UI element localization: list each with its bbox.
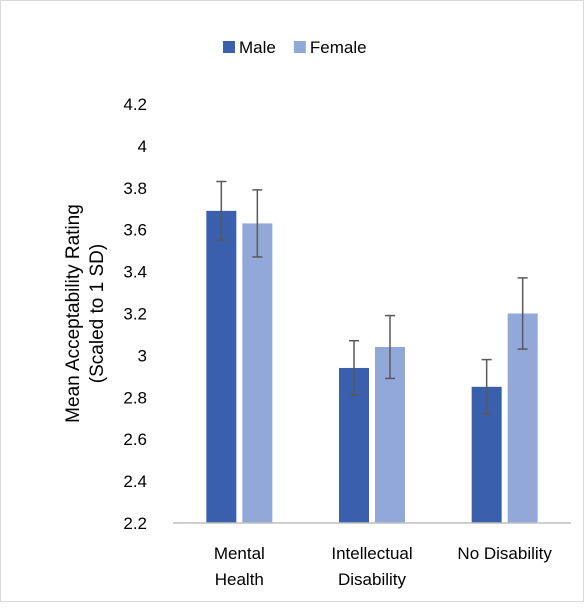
- x-axis-category-labels: Mental Health Intellectual Disability No Dis…: [214, 544, 553, 589]
- x-tick-label: Intellectual: [331, 544, 412, 563]
- y-tick-label: 4.2: [123, 95, 147, 114]
- y-tick-label: 3: [138, 346, 147, 365]
- x-tick-label: No Disability: [457, 544, 552, 563]
- y-tick-label: 2.2: [123, 514, 147, 533]
- x-tick-label: Mental: [214, 544, 265, 563]
- y-axis-label-line: Mean Acceptability Rating: [63, 204, 84, 423]
- y-tick-label: 3.8: [123, 179, 147, 198]
- legend-label-female: Female: [310, 38, 367, 57]
- bar-male: [206, 210, 237, 523]
- y-tick-label: 2.6: [123, 430, 147, 449]
- legend-swatch-female: [293, 41, 306, 53]
- y-axis-label-line: (Scaled to 1 SD): [87, 244, 108, 383]
- y-tick-label: 2.4: [123, 472, 147, 491]
- legend-label-male: Male: [239, 38, 276, 57]
- y-tick-label: 3.2: [123, 305, 147, 324]
- error-bars: [216, 180, 528, 415]
- bar-female: [242, 223, 273, 524]
- y-axis-ticks: 4.2 4 3.8 3.6 3.4 3.2 3 2.8 2.6 2.4 2.2: [123, 95, 147, 533]
- y-tick-label: 2.8: [123, 388, 147, 407]
- legend: Male Female: [223, 38, 367, 57]
- y-tick-label: 3.6: [123, 221, 147, 240]
- y-tick-label: 3.4: [123, 263, 147, 282]
- y-tick-label: 4: [138, 137, 147, 156]
- legend-swatch-male: [223, 41, 235, 53]
- x-tick-label: Disability: [338, 570, 407, 589]
- y-axis-label: Mean Acceptability Rating (Scaled to 1 SD…: [63, 204, 108, 423]
- x-tick-label: Health: [215, 570, 264, 589]
